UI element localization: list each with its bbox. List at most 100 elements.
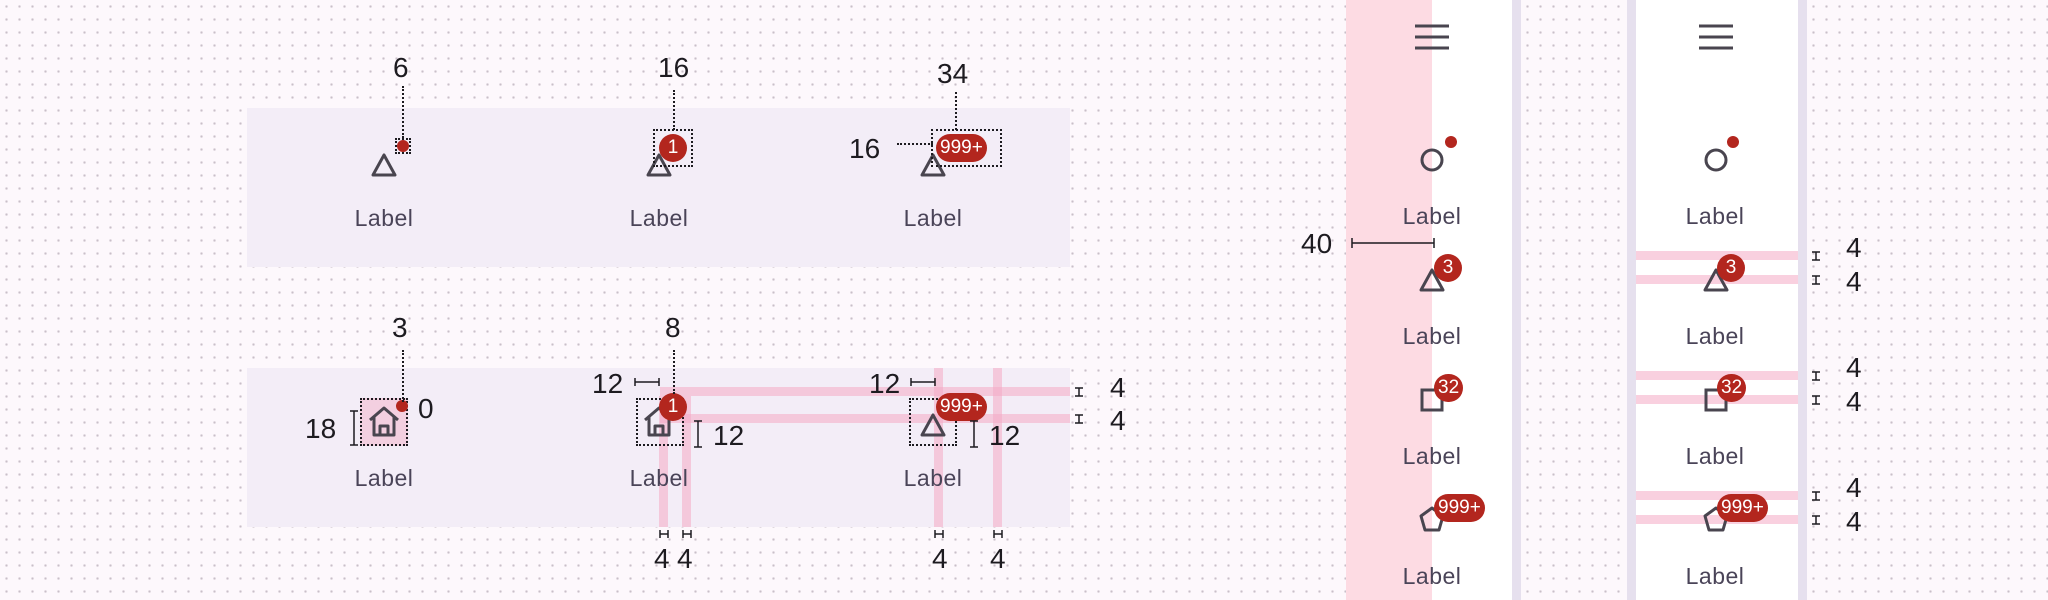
spacing-guide <box>1636 395 1798 404</box>
right-offset-value: 12 <box>713 420 745 451</box>
spacing-guide <box>993 368 1002 527</box>
gap-marker <box>1812 395 1820 405</box>
small-badge: 1 <box>659 393 687 421</box>
gap-marker <box>659 530 669 538</box>
dot-offset-leader <box>402 350 404 402</box>
left-offset-marker <box>634 378 660 386</box>
spacing-guide <box>934 368 943 527</box>
spacing-guide <box>1636 491 1798 500</box>
gap-marker <box>1812 491 1820 501</box>
nav-label[interactable]: Label <box>1402 443 1462 469</box>
badge-size-value: 34 <box>937 58 969 89</box>
nav-label[interactable]: Label <box>1402 563 1462 589</box>
nav-label[interactable]: Label <box>354 205 414 231</box>
large-badge: 999+ <box>1717 494 1768 522</box>
small-badge: 1 <box>659 134 687 162</box>
rail-width-value: 40 <box>1301 228 1333 259</box>
large-badge: 999+ <box>936 134 987 162</box>
spacing-guide <box>1636 275 1798 284</box>
nav-label[interactable]: Label <box>1402 323 1462 349</box>
dot-bounds <box>395 138 411 154</box>
spacing-guide <box>660 387 1070 396</box>
nav-label[interactable]: Label <box>354 465 414 491</box>
gap-marker <box>1812 275 1820 285</box>
badge-offset-leader <box>673 350 675 394</box>
dot-badge <box>397 140 409 152</box>
nav-label[interactable]: Label <box>629 465 689 491</box>
triangle-icon <box>371 153 397 177</box>
home-icon <box>369 406 399 437</box>
icon-height-value: 18 <box>305 413 337 444</box>
gap-value: 4 <box>654 543 670 574</box>
dot-badge <box>1445 136 1457 148</box>
nav-label[interactable]: Label <box>1402 203 1462 229</box>
gap-value: 4 <box>1110 405 1126 436</box>
gap-marker <box>934 530 944 538</box>
triangle-icon <box>1703 268 1729 292</box>
height-marker <box>350 410 358 446</box>
badge-offset-value: 8 <box>665 312 681 343</box>
badge-size-leader <box>673 90 675 130</box>
gap-marker <box>993 530 1003 538</box>
icon-bounds <box>909 398 957 446</box>
large-badge: 999+ <box>1434 494 1485 522</box>
gap-value: 4 <box>1846 266 1862 297</box>
triangle-icon <box>1419 268 1445 292</box>
nav-label[interactable]: Label <box>629 205 689 231</box>
nav-label[interactable]: Label <box>1685 443 1745 469</box>
circle-icon <box>1420 148 1444 172</box>
nav-label[interactable]: Label <box>1685 563 1745 589</box>
medium-badge: 32 <box>1717 374 1747 402</box>
right-offset-value: 12 <box>989 420 1021 451</box>
medium-badge: 32 <box>1434 374 1464 402</box>
spacing-guide <box>1636 371 1798 380</box>
spacing-guide <box>660 414 1070 423</box>
rail-width-marker <box>1351 238 1435 248</box>
badge-height-value: 16 <box>849 133 881 164</box>
gap-value: 4 <box>677 543 693 574</box>
nav-label[interactable]: Label <box>1685 203 1745 229</box>
rail-width-highlight <box>1346 0 1432 600</box>
badge-height-leader <box>897 143 933 145</box>
right-offset-marker <box>694 420 702 448</box>
gap-marker <box>1075 414 1083 424</box>
spacing-guide <box>659 396 668 527</box>
icon-bounds <box>360 398 408 446</box>
dot-offset-value: 3 <box>392 312 408 343</box>
gap-value: 4 <box>1846 352 1862 383</box>
spacing-guide <box>1636 251 1798 260</box>
gap-value: 4 <box>1110 372 1126 403</box>
rail-divider <box>1627 0 1636 600</box>
nav-label[interactable]: Label <box>1685 323 1745 349</box>
gap-marker <box>1812 371 1820 381</box>
right-offset-marker <box>970 420 978 448</box>
dot-zero-value: 0 <box>418 393 434 424</box>
left-offset-marker <box>910 378 936 386</box>
rail-divider <box>1798 0 1807 600</box>
triangle-icon <box>920 413 946 437</box>
nav-label[interactable]: Label <box>903 465 963 491</box>
small-badge: 3 <box>1434 254 1462 282</box>
badge-bounds <box>931 129 1002 167</box>
menu-icon[interactable] <box>1697 22 1735 52</box>
dot-size-leader <box>402 86 404 138</box>
dot-size-value: 6 <box>393 52 409 83</box>
gap-marker <box>682 530 692 538</box>
gap-marker <box>1075 387 1083 397</box>
gap-value: 4 <box>1846 472 1862 503</box>
gap-value: 4 <box>1846 232 1862 263</box>
navigation-rail <box>1636 0 1798 600</box>
gap-value: 4 <box>1846 386 1862 417</box>
gap-value: 4 <box>990 543 1006 574</box>
gap-marker <box>1812 515 1820 525</box>
nav-label[interactable]: Label <box>903 205 963 231</box>
badge-size-value: 16 <box>658 52 690 83</box>
gap-marker <box>1812 251 1820 261</box>
small-badge: 3 <box>1717 254 1745 282</box>
dot-badge <box>396 400 408 412</box>
large-badge: 999+ <box>936 393 987 421</box>
left-offset-value: 12 <box>592 368 624 399</box>
menu-icon[interactable] <box>1413 22 1451 52</box>
circle-icon <box>1704 148 1728 172</box>
spacing-guide <box>1636 515 1798 524</box>
